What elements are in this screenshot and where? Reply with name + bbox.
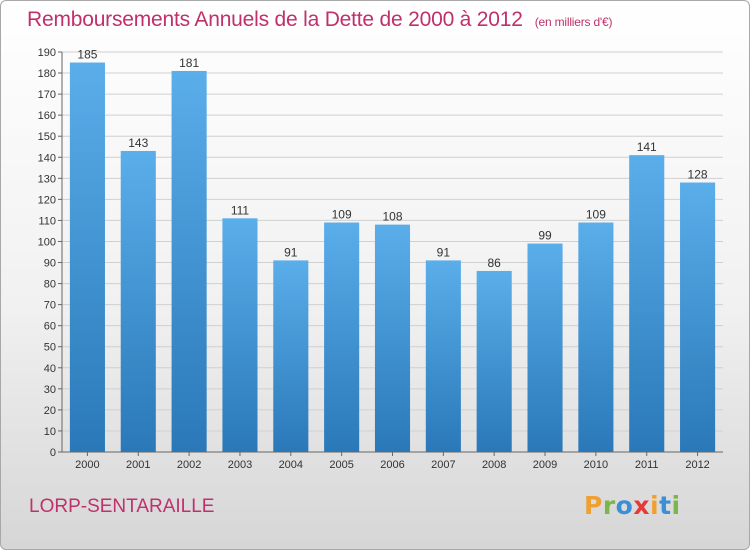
y-tick-label: 10 bbox=[44, 426, 56, 438]
y-tick-label: 180 bbox=[38, 68, 56, 80]
x-tick-label-2005: 2005 bbox=[329, 459, 353, 471]
y-tick-label: 190 bbox=[38, 47, 56, 59]
y-tick-label: 60 bbox=[44, 321, 56, 333]
bar-2001 bbox=[120, 150, 156, 452]
x-tick-label-2007: 2007 bbox=[431, 459, 455, 471]
x-tick-label-2004: 2004 bbox=[279, 459, 303, 471]
labels: 0 10 20 30 40 50 60 70 80 90 100 110 120 130 140 150 160… bbox=[38, 47, 710, 471]
bar-2005 bbox=[324, 222, 360, 452]
data-label-2009: 99 bbox=[538, 229, 552, 243]
x-tick-label-2002: 2002 bbox=[177, 459, 201, 471]
y-tick-label: 20 bbox=[44, 405, 56, 417]
data-label-2008: 86 bbox=[488, 256, 502, 270]
bar-2004 bbox=[273, 260, 309, 452]
y-tick-label: 130 bbox=[38, 173, 56, 185]
bars bbox=[69, 62, 716, 453]
x-tick-label-2006: 2006 bbox=[380, 459, 404, 471]
data-label-2002: 181 bbox=[179, 56, 199, 70]
x-tick-label-2009: 2009 bbox=[533, 459, 557, 471]
data-label-2000: 185 bbox=[77, 48, 97, 62]
x-tick-label-2011: 2011 bbox=[635, 459, 659, 471]
y-tick-label: 150 bbox=[38, 131, 56, 143]
bar-2000 bbox=[69, 62, 105, 453]
chart-unit-note: (en milliers d'€) bbox=[534, 15, 613, 29]
data-label-2001: 143 bbox=[128, 136, 148, 150]
x-tick-label-2010: 2010 bbox=[584, 459, 608, 471]
x-tick-label-2012: 2012 bbox=[685, 459, 709, 471]
logo-letter: x bbox=[633, 491, 650, 520]
commune-name: LORP-SENTARAILLE bbox=[29, 496, 215, 517]
y-tick-label: 120 bbox=[38, 194, 56, 206]
y-tick-label: 50 bbox=[44, 342, 56, 354]
y-tick-label: 160 bbox=[38, 110, 56, 122]
x-tick-label-2003: 2003 bbox=[228, 459, 252, 471]
y-tick-label: 40 bbox=[44, 363, 56, 375]
data-label-2006: 108 bbox=[382, 210, 402, 224]
logo-letter: o bbox=[615, 491, 634, 520]
y-tick-label: 80 bbox=[44, 279, 56, 291]
data-label-2004: 91 bbox=[284, 245, 298, 259]
data-label-2011: 141 bbox=[637, 140, 657, 154]
x-tick-label-2000: 2000 bbox=[75, 459, 99, 471]
logo-letter: t bbox=[659, 491, 672, 520]
y-tick-label: 110 bbox=[38, 215, 56, 227]
data-label-2012: 128 bbox=[688, 168, 708, 182]
x-tick-label-2001: 2001 bbox=[126, 459, 150, 471]
chart-title-text: Remboursements Annuels de la Dette de 20… bbox=[27, 8, 523, 31]
y-tick-label: 100 bbox=[38, 236, 56, 248]
y-tick-label: 0 bbox=[50, 447, 56, 459]
data-label-2007: 91 bbox=[437, 245, 451, 259]
x-tick-label-2008: 2008 bbox=[482, 459, 506, 471]
y-tick-label: 30 bbox=[44, 384, 56, 396]
logo-letter: P bbox=[584, 491, 603, 520]
logo-letter: i bbox=[671, 491, 681, 520]
y-tick-label: 90 bbox=[44, 258, 56, 270]
proxiti-logo: Proxiti bbox=[584, 491, 681, 520]
data-label-2005: 109 bbox=[332, 208, 352, 222]
y-tick-label: 170 bbox=[38, 89, 56, 101]
bar-2011 bbox=[629, 155, 665, 452]
bar-2009 bbox=[527, 243, 563, 452]
bar-2006 bbox=[374, 224, 411, 452]
logo-letter: i bbox=[650, 491, 660, 520]
bar-2007 bbox=[425, 260, 461, 452]
bar-2010 bbox=[578, 222, 614, 452]
bar-2003 bbox=[222, 218, 258, 452]
data-label-2010: 109 bbox=[586, 208, 606, 222]
y-tick-label: 70 bbox=[44, 300, 56, 312]
chart-title: Remboursements Annuels de la Dette de 20… bbox=[27, 8, 612, 32]
data-label-2003: 111 bbox=[231, 203, 250, 217]
y-tick-label: 140 bbox=[38, 152, 56, 164]
bar-2012 bbox=[680, 182, 716, 453]
logo-letter: r bbox=[602, 491, 616, 520]
bar-2002 bbox=[171, 70, 207, 453]
bar-2008 bbox=[476, 270, 512, 452]
